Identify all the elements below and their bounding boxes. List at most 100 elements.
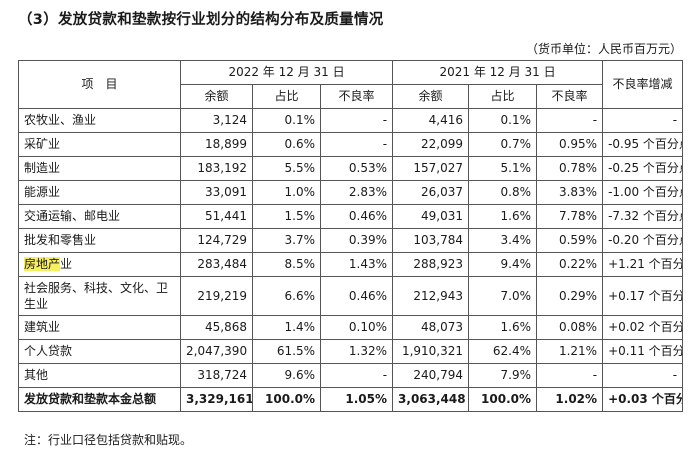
total-s21: 100.0%	[468, 387, 538, 412]
cell-s21: 7.0%	[468, 276, 538, 316]
header-npl-2021: 不良率	[536, 84, 604, 109]
cell-s22: 8.5%	[252, 252, 321, 277]
cell-b21: 103,784	[392, 228, 470, 253]
highlighted-text: 房地产	[24, 257, 61, 271]
header-item: 项 目	[18, 60, 181, 109]
cell-s21: 7.9%	[468, 363, 538, 388]
table-row: 社会服务、科技、文化、卫生业 219,219 6.6% 0.46% 212,943 7.0…	[18, 276, 684, 316]
table-row: 制造业 183,192 5.5% 0.53% 157,027 5.1% 0.78% -0.25…	[18, 156, 684, 181]
header-row-2: 余额 占比 不良率 余额 占比 不良率	[19, 84, 683, 109]
cell-b22: 18,899	[180, 132, 253, 157]
cell-n21: 7.78%	[536, 204, 604, 229]
cell-n22: -	[319, 363, 394, 388]
row-item-label: 能源业	[18, 180, 181, 205]
cell-n21: 0.78%	[536, 156, 604, 181]
cell-b22: 51,441	[180, 204, 253, 229]
cell-b22: 318,724	[180, 363, 253, 388]
row-item-label: 建筑业	[18, 315, 181, 340]
unit-note: （货币单位：人民币百万元）	[525, 42, 682, 56]
cell-chg: -0.25 个百分点	[602, 156, 684, 181]
footnote: 注：行业口径包括贷款和贴现。	[24, 433, 193, 447]
cell-n21: -	[536, 363, 604, 388]
row-item-label: 个人贷款	[18, 339, 181, 364]
cell-chg: -	[602, 108, 684, 133]
cell-b21: 49,031	[392, 204, 470, 229]
cell-n21: -	[536, 108, 604, 133]
cell-b22: 33,091	[180, 180, 253, 205]
cell-chg: -	[602, 363, 684, 388]
cell-s22: 0.1%	[252, 108, 321, 133]
cell-n22: -	[319, 108, 394, 133]
cell-s21: 0.8%	[468, 180, 538, 205]
cell-n22: -	[319, 132, 394, 157]
total-chg: +0.03 个百分点	[602, 387, 684, 412]
table-row: 其他 318,724 9.6% -240,794 7.9% - -	[18, 363, 684, 388]
header-row-1: 项 目 2022 年 12 月 31 日 2021 年 12 月 31 日 不良…	[18, 60, 684, 109]
total-label: 发放贷款和垫款本金总额	[18, 387, 181, 412]
header-share-2022: 占比	[252, 84, 321, 109]
cell-n22: 0.39%	[319, 228, 394, 253]
cell-n21: 3.83%	[536, 180, 604, 205]
cell-n22: 0.46%	[319, 204, 394, 229]
cell-chg: -1.00 个百分点	[602, 180, 684, 205]
cell-n21: 1.21%	[536, 339, 604, 364]
cell-chg: +0.17 个百分点	[602, 276, 684, 316]
cell-n21: 0.08%	[536, 315, 604, 340]
cell-chg: -7.32 个百分点	[602, 204, 684, 229]
row-item-label: 农牧业、渔业	[18, 108, 181, 133]
cell-s21: 0.1%	[468, 108, 538, 133]
cell-s21: 62.4%	[468, 339, 538, 364]
cell-b21: 240,794	[392, 363, 470, 388]
cell-s22: 61.5%	[252, 339, 321, 364]
table-row: 建筑业 45,868 1.4% 0.10% 48,073 1.6% 0.08% +0.02 个…	[18, 315, 684, 340]
header-npl-2022: 不良率	[319, 84, 394, 109]
cell-b22: 219,219	[180, 276, 253, 316]
total-b22: 3,329,161	[180, 387, 253, 412]
cell-chg: +0.02 个百分点	[602, 315, 684, 340]
cell-chg: -0.20 个百分点	[602, 228, 684, 253]
total-s22: 100.0%	[252, 387, 321, 412]
cell-n22: 0.10%	[319, 315, 394, 340]
table-row: 个人贷款 2,047,390 61.5% 1.32% 1,910,321 62.4% 1.2…	[18, 339, 684, 364]
cell-b21: 48,073	[392, 315, 470, 340]
total-b21: 3,063,448	[392, 387, 470, 412]
cell-n21: 0.29%	[536, 276, 604, 316]
cell-n22: 0.53%	[319, 156, 394, 181]
cell-s21: 3.4%	[468, 228, 538, 253]
cell-n21: 0.22%	[536, 252, 604, 277]
cell-s21: 1.6%	[468, 204, 538, 229]
total-n21: 1.02%	[536, 387, 604, 412]
cell-s22: 5.5%	[252, 156, 321, 181]
cell-b21: 288,923	[392, 252, 470, 277]
cell-chg: -0.95 个百分点	[602, 132, 684, 157]
header-period-2022: 2022 年 12 月 31 日	[179, 60, 394, 85]
table-row: 房地产业 283,484 8.5% 1.43% 288,923 9.4% 0.22% +1.2…	[18, 252, 684, 277]
row-item-label: 房地产业	[18, 252, 181, 277]
cell-b22: 45,868	[180, 315, 253, 340]
cell-s22: 1.0%	[252, 180, 321, 205]
table-row: 批发和零售业 124,729 3.7% 0.39% 103,784 3.4% 0.59% -0…	[18, 228, 684, 253]
cell-b22: 283,484	[180, 252, 253, 277]
cell-b21: 1,910,321	[392, 339, 470, 364]
header-share-2021: 占比	[468, 84, 538, 109]
cell-b22: 183,192	[180, 156, 253, 181]
cell-n22: 1.32%	[319, 339, 394, 364]
cell-n22: 2.83%	[319, 180, 394, 205]
page-title: （3）发放贷款和垫款按行业划分的结构分布及质量情况	[18, 12, 384, 28]
cell-b21: 4,416	[392, 108, 470, 133]
table-row: 农牧业、渔业 3,124 0.1% -4,416 0.1% - -	[18, 108, 684, 133]
cell-b21: 212,943	[392, 276, 470, 316]
cell-n22: 0.46%	[319, 276, 394, 316]
row-item-label: 批发和零售业	[18, 228, 181, 253]
cell-s22: 9.6%	[252, 363, 321, 388]
row-item-label: 制造业	[18, 156, 181, 181]
table-row: 能源业 33,091 1.0% 2.83% 26,037 0.8% 3.83% -1.00 个…	[18, 180, 684, 205]
total-n22: 1.05%	[319, 387, 394, 412]
cell-n21: 0.59%	[536, 228, 604, 253]
row-item-label: 采矿业	[18, 132, 181, 157]
cell-n22: 1.43%	[319, 252, 394, 277]
header-npl-change: 不良率增减	[602, 60, 684, 109]
cell-s21: 0.7%	[468, 132, 538, 157]
cell-s22: 3.7%	[252, 228, 321, 253]
